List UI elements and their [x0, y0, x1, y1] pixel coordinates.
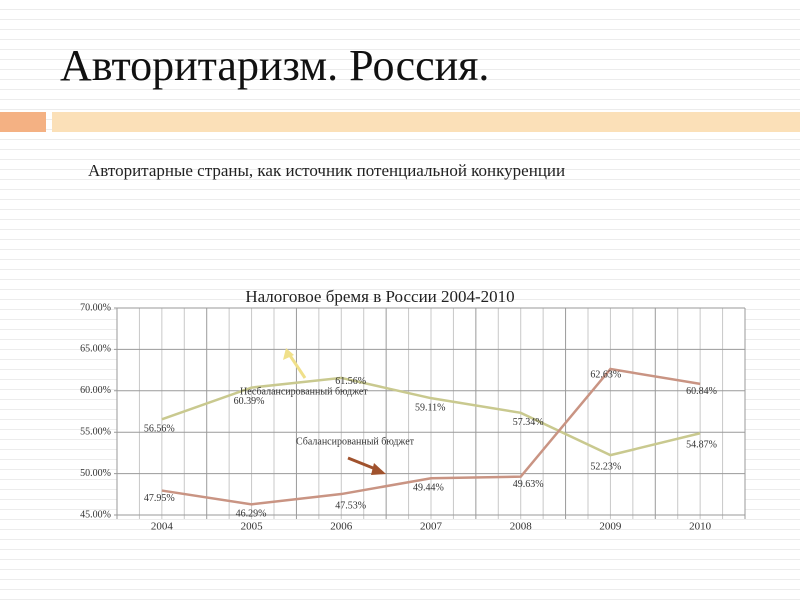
series-line	[161, 367, 701, 506]
y-tick-label: 45.00%	[80, 509, 111, 520]
data-label: 60.39%	[234, 396, 265, 407]
x-tick-label: 2007	[420, 521, 443, 533]
data-label: 52.23%	[590, 461, 621, 472]
x-tick-label: 2009	[599, 521, 622, 533]
arrow-head	[283, 348, 294, 360]
y-tick-label: 70.00%	[80, 302, 111, 313]
accent-bar	[52, 112, 800, 132]
data-label: 56.56%	[144, 424, 175, 435]
y-tick-label: 60.00%	[80, 385, 111, 396]
x-tick-label: 2004	[151, 521, 174, 533]
annotation-arrow	[287, 353, 307, 379]
data-label: 59.11%	[415, 402, 445, 413]
x-tick-label: 2008	[510, 521, 533, 533]
data-label: 60.84%	[686, 386, 717, 397]
series-annotation: Несбалансированный бюджет	[240, 386, 368, 397]
data-label: 47.53%	[335, 500, 366, 511]
data-label: 62.63%	[590, 369, 621, 380]
y-tick-label: 55.00%	[80, 426, 111, 437]
data-label: 49.63%	[513, 479, 544, 490]
accent-block	[0, 112, 46, 132]
data-label: 54.87%	[686, 440, 717, 451]
data-label: 61.56%	[335, 376, 366, 387]
x-tick-label: 2010	[689, 521, 712, 533]
x-tick-label: 2006	[330, 521, 353, 533]
data-label: 46.29%	[236, 509, 267, 520]
arrow-head	[371, 463, 386, 475]
data-label: 47.95%	[144, 493, 175, 504]
chart-title: Налоговое бремя в России 2004-2010	[245, 287, 514, 306]
data-label: 57.34%	[513, 417, 544, 428]
x-tick-label: 2005	[241, 521, 264, 533]
slide-subtitle: Авторитарные страны, как источник потенц…	[88, 161, 565, 180]
minor-grid	[116, 308, 746, 519]
series-line	[161, 376, 701, 457]
y-tick-label: 50.00%	[80, 468, 111, 479]
data-label: 49.44%	[413, 483, 444, 494]
slide-title: Авторитаризм. Россия.	[60, 41, 489, 90]
series-annotation: Сбалансированный бюджет	[296, 436, 415, 447]
y-tick-label: 65.00%	[80, 344, 111, 355]
